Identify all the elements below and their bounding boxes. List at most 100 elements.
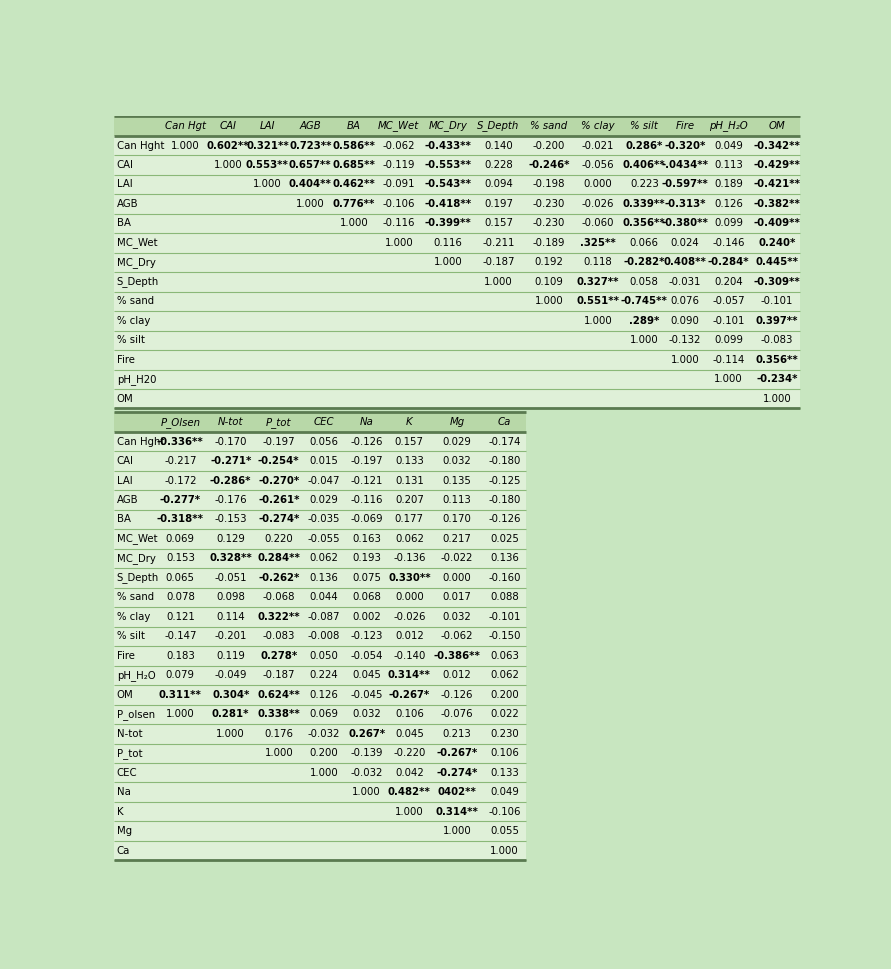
Text: 0.090: 0.090 — [670, 316, 699, 326]
Text: 0.062: 0.062 — [310, 553, 339, 563]
Text: % clay: % clay — [117, 611, 151, 622]
Text: 0.119: 0.119 — [217, 651, 245, 661]
Text: 0.029: 0.029 — [310, 495, 339, 505]
Text: -0.125: -0.125 — [488, 476, 521, 485]
Text: 0.109: 0.109 — [535, 277, 563, 287]
Text: -0.106: -0.106 — [382, 199, 415, 209]
Text: LAI: LAI — [259, 121, 275, 131]
Text: 0.000: 0.000 — [395, 592, 424, 603]
Text: CAI: CAI — [220, 121, 237, 131]
Text: 0.099: 0.099 — [714, 218, 743, 229]
Text: P_tot: P_tot — [266, 417, 291, 427]
Text: 1.000: 1.000 — [584, 316, 612, 326]
Text: -0.051: -0.051 — [215, 573, 247, 583]
Text: -0.083: -0.083 — [761, 335, 793, 345]
Text: 0.012: 0.012 — [443, 671, 471, 680]
Text: -0.153: -0.153 — [215, 515, 247, 524]
Text: 0.025: 0.025 — [490, 534, 519, 544]
Text: 0.223: 0.223 — [630, 179, 658, 190]
Text: -0.429**: -0.429** — [754, 160, 800, 170]
Text: -0.230: -0.230 — [533, 199, 565, 209]
Text: 0.045: 0.045 — [352, 671, 381, 680]
Text: 0.032: 0.032 — [443, 456, 471, 466]
Text: 0.063: 0.063 — [490, 651, 519, 661]
Text: -0.200: -0.200 — [533, 141, 565, 150]
Text: -0.116: -0.116 — [382, 218, 415, 229]
Text: -0.126: -0.126 — [350, 437, 383, 447]
Text: -0.026: -0.026 — [393, 611, 426, 622]
Text: 0.118: 0.118 — [584, 258, 612, 267]
Text: 1.000: 1.000 — [352, 787, 381, 797]
Text: 0.314**: 0.314** — [388, 671, 431, 680]
Text: -0.197: -0.197 — [263, 437, 295, 447]
Text: 0.042: 0.042 — [395, 767, 424, 778]
Text: 0.045: 0.045 — [395, 729, 424, 738]
Text: -0.286*: -0.286* — [210, 476, 251, 485]
Text: -0.083: -0.083 — [263, 632, 295, 641]
Text: 0.408**: 0.408** — [664, 258, 707, 267]
Text: 0.193: 0.193 — [352, 553, 381, 563]
Text: -0.189: -0.189 — [533, 238, 565, 248]
Text: OM: OM — [769, 121, 786, 131]
Text: 0.176: 0.176 — [265, 729, 293, 738]
Text: 0.406**: 0.406** — [623, 160, 666, 170]
Text: Fire: Fire — [117, 651, 135, 661]
Text: -0.076: -0.076 — [441, 709, 473, 719]
Text: -0.336**: -0.336** — [157, 437, 204, 447]
Text: 0.065: 0.065 — [166, 573, 195, 583]
Text: 0.153: 0.153 — [166, 553, 195, 563]
Text: 0.445**: 0.445** — [756, 258, 798, 267]
Text: 1.000: 1.000 — [339, 218, 369, 229]
Text: P_Olsen: P_Olsen — [160, 417, 200, 427]
Text: 0.657**: 0.657** — [289, 160, 331, 170]
Text: 0.056: 0.056 — [309, 437, 339, 447]
Text: -0.318**: -0.318** — [157, 515, 204, 524]
Text: OM: OM — [117, 393, 134, 404]
Text: -0.201: -0.201 — [215, 632, 247, 641]
Text: 0.278*: 0.278* — [260, 651, 298, 661]
Text: 1.000: 1.000 — [630, 335, 658, 345]
Text: -0.056: -0.056 — [582, 160, 615, 170]
Text: -0.553**: -0.553** — [425, 160, 471, 170]
Text: -0.198: -0.198 — [533, 179, 565, 190]
Text: -0.386**: -0.386** — [434, 651, 480, 661]
Text: -0.267*: -0.267* — [388, 690, 430, 700]
Text: -0.313*: -0.313* — [664, 199, 706, 209]
Bar — [114, 116, 800, 136]
Text: BA: BA — [347, 121, 361, 131]
Text: 0.213: 0.213 — [443, 729, 471, 738]
Text: 1.000: 1.000 — [384, 238, 413, 248]
Text: 0.133: 0.133 — [490, 767, 519, 778]
Text: .325**: .325** — [580, 238, 616, 248]
Text: 0.462**: 0.462** — [332, 179, 375, 190]
Text: MC_Wet: MC_Wet — [117, 534, 158, 545]
Text: -0.022: -0.022 — [441, 553, 473, 563]
Text: -0.246*: -0.246* — [528, 160, 569, 170]
Text: % clay: % clay — [117, 316, 151, 326]
Text: 0.135: 0.135 — [443, 476, 471, 485]
Text: % sand: % sand — [530, 121, 568, 131]
Text: 0.017: 0.017 — [443, 592, 471, 603]
Bar — [114, 413, 526, 432]
Text: 0.553**: 0.553** — [246, 160, 289, 170]
Text: Mg: Mg — [449, 417, 464, 427]
Text: 0.098: 0.098 — [217, 592, 245, 603]
Text: 0.055: 0.055 — [490, 827, 519, 836]
Text: -0.187: -0.187 — [482, 258, 515, 267]
Text: 0.113: 0.113 — [715, 160, 743, 170]
Text: -0.126: -0.126 — [488, 515, 521, 524]
Text: 0.157: 0.157 — [484, 218, 513, 229]
Text: 0.050: 0.050 — [310, 651, 339, 661]
Text: % clay: % clay — [581, 121, 615, 131]
Text: 1.000: 1.000 — [265, 748, 293, 759]
Text: -0.176: -0.176 — [215, 495, 247, 505]
Text: -0.049: -0.049 — [215, 671, 247, 680]
Text: -0.433**: -0.433** — [425, 141, 471, 150]
Text: 0.022: 0.022 — [490, 709, 519, 719]
Text: 0.183: 0.183 — [166, 651, 195, 661]
Text: 0.126: 0.126 — [310, 690, 339, 700]
Text: 0.230: 0.230 — [490, 729, 519, 738]
Text: -0.047: -0.047 — [308, 476, 340, 485]
Text: -0.062: -0.062 — [441, 632, 473, 641]
Text: BA: BA — [117, 218, 131, 229]
